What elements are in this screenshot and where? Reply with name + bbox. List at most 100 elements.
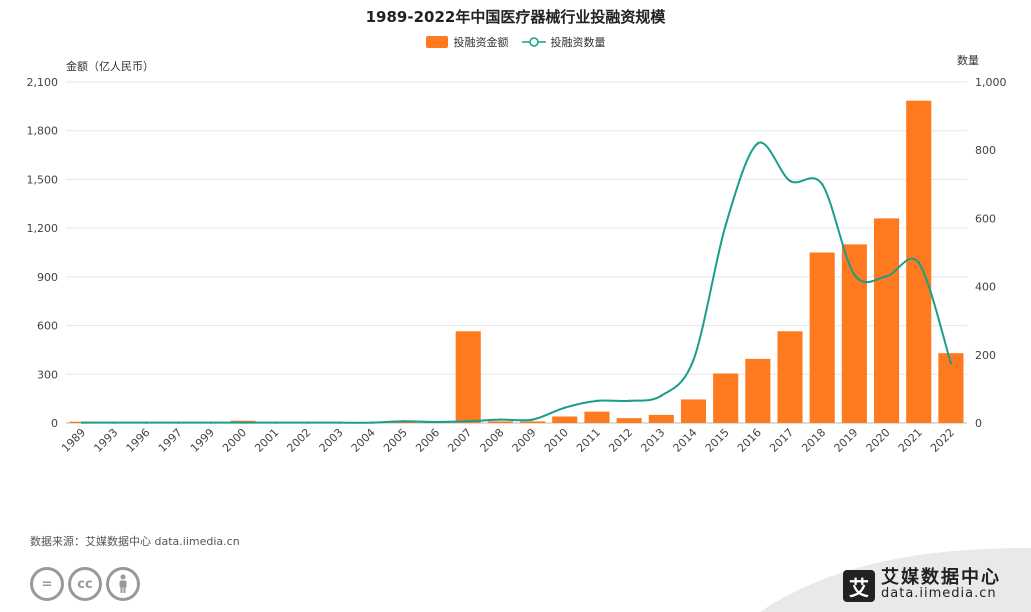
x-tick-label: 2000 — [220, 426, 249, 455]
y-left-tick-label: 900 — [37, 271, 58, 284]
x-tick-label: 2015 — [703, 426, 732, 455]
x-tick-label: 1997 — [156, 426, 185, 455]
line-point[interactable] — [370, 421, 373, 424]
person-icon — [106, 567, 140, 601]
y-left-tick-label: 1,500 — [27, 173, 59, 186]
chart-title: 1989-2022年中国医疗器械行业投融资规模 — [365, 8, 666, 26]
bar[interactable] — [391, 422, 417, 423]
line-point[interactable] — [724, 224, 727, 227]
bar[interactable] — [874, 218, 900, 423]
brand-url: data.iimedia.cn — [881, 586, 997, 601]
license-icons: = cc — [30, 567, 144, 601]
line-point[interactable] — [595, 399, 599, 403]
line-point[interactable] — [177, 421, 180, 424]
bar[interactable] — [648, 414, 674, 423]
line-point[interactable] — [949, 362, 953, 365]
y-left-tick-label: 300 — [37, 368, 58, 381]
line-point[interactable] — [80, 421, 84, 424]
y-left-tick-label: 0 — [51, 417, 58, 430]
legend-line-swatch — [521, 37, 546, 47]
legend-item-amount[interactable]: 投融资金额 — [425, 34, 509, 50]
x-tick-label: 2013 — [638, 426, 667, 455]
bar[interactable] — [713, 373, 739, 423]
data-source: 数据来源：艾媒数据中心 data.iimedia.cn — [30, 535, 240, 548]
line-point[interactable] — [531, 418, 534, 421]
line-point[interactable] — [145, 421, 148, 424]
y-left-tick-label: 1,800 — [27, 125, 59, 138]
line-point[interactable] — [209, 421, 213, 424]
y-right-tick-label: 400 — [975, 281, 996, 294]
line-point[interactable] — [853, 273, 856, 276]
y-left-tick-label: 1,200 — [27, 222, 59, 235]
line-point[interactable] — [788, 179, 792, 183]
y-right-tick-label: 1,000 — [975, 76, 1007, 89]
y-right-tick-label: 600 — [975, 212, 996, 225]
brand-logo: 艾 — [843, 570, 875, 602]
x-tick-label: 2009 — [510, 426, 539, 455]
x-tick-label: 2001 — [252, 426, 281, 455]
bar[interactable] — [938, 353, 964, 423]
bar[interactable] — [487, 421, 513, 423]
legend-count-label: 投融资数量 — [550, 36, 606, 49]
x-tick-label: 1989 — [59, 426, 88, 455]
line-point[interactable] — [241, 421, 245, 424]
bar[interactable] — [552, 416, 578, 423]
x-tick-label: 2008 — [478, 426, 507, 455]
y-right-tick-label: 200 — [975, 349, 996, 362]
bar[interactable] — [809, 252, 835, 424]
line-point[interactable] — [756, 142, 760, 145]
line-point[interactable] — [692, 358, 695, 362]
y-right-tick-label: 0 — [975, 417, 982, 430]
x-tick-label: 1996 — [124, 426, 153, 455]
bar[interactable] — [745, 358, 771, 423]
line-point[interactable] — [113, 421, 116, 424]
x-tick-label: 2007 — [445, 426, 474, 455]
y-axis-right-label: 数量 — [957, 54, 979, 67]
x-tick-label: 2005 — [381, 426, 410, 455]
x-tick-label: 2014 — [671, 426, 700, 455]
line-series — [80, 141, 953, 424]
line-point[interactable] — [660, 394, 663, 397]
chart-plot: 0 300 600 900 1,200 1,500 1,800 2,100 0 200 400 600… — [27, 76, 1007, 455]
y-right-tick-label: 800 — [975, 144, 996, 157]
y-left-tick-label: 600 — [37, 320, 58, 333]
x-tick-label: 2021 — [896, 426, 925, 455]
line-point[interactable] — [820, 183, 824, 186]
equals-icon: = — [30, 567, 64, 601]
y-left-tick-label: 2,100 — [27, 76, 59, 89]
bar[interactable] — [680, 399, 707, 423]
bar[interactable] — [841, 244, 867, 423]
line-point[interactable] — [338, 421, 341, 424]
x-tick-label: 2019 — [832, 426, 861, 455]
x-tick-label: 2022 — [928, 426, 957, 455]
x-tick-label: 2002 — [284, 426, 313, 455]
brand: 艾 艾媒数据中心 data.iimedia.cn — [843, 569, 1001, 602]
line-point[interactable] — [467, 420, 470, 423]
x-tick-label: 2010 — [542, 426, 571, 455]
bar[interactable] — [455, 331, 481, 423]
line-point[interactable] — [499, 418, 502, 421]
line-point[interactable] — [273, 421, 277, 424]
x-tick-label: 2011 — [574, 426, 603, 455]
x-tick-label: 2020 — [864, 426, 893, 455]
bar[interactable] — [584, 411, 610, 423]
x-tick-label: 2012 — [606, 426, 635, 455]
brand-background — [760, 548, 1031, 612]
line-point[interactable] — [885, 275, 888, 278]
bar[interactable] — [520, 421, 546, 423]
bar[interactable] — [616, 418, 642, 423]
x-tick-label: 2003 — [317, 426, 346, 455]
line-point[interactable] — [402, 420, 406, 423]
line-point[interactable] — [627, 399, 631, 403]
legend-item-count[interactable]: 投融资数量 — [521, 34, 606, 50]
x-tick-label: 2016 — [735, 426, 764, 455]
line-point[interactable] — [306, 421, 309, 424]
legend-bar-swatch — [425, 36, 448, 48]
x-tick-label: 1993 — [91, 426, 120, 455]
line-point[interactable] — [917, 261, 920, 264]
legend-amount-label: 投融资金额 — [453, 36, 509, 49]
line-point[interactable] — [434, 420, 438, 424]
bar[interactable] — [777, 331, 803, 423]
line-point[interactable] — [563, 406, 566, 409]
x-tick-label: 2004 — [349, 426, 378, 455]
